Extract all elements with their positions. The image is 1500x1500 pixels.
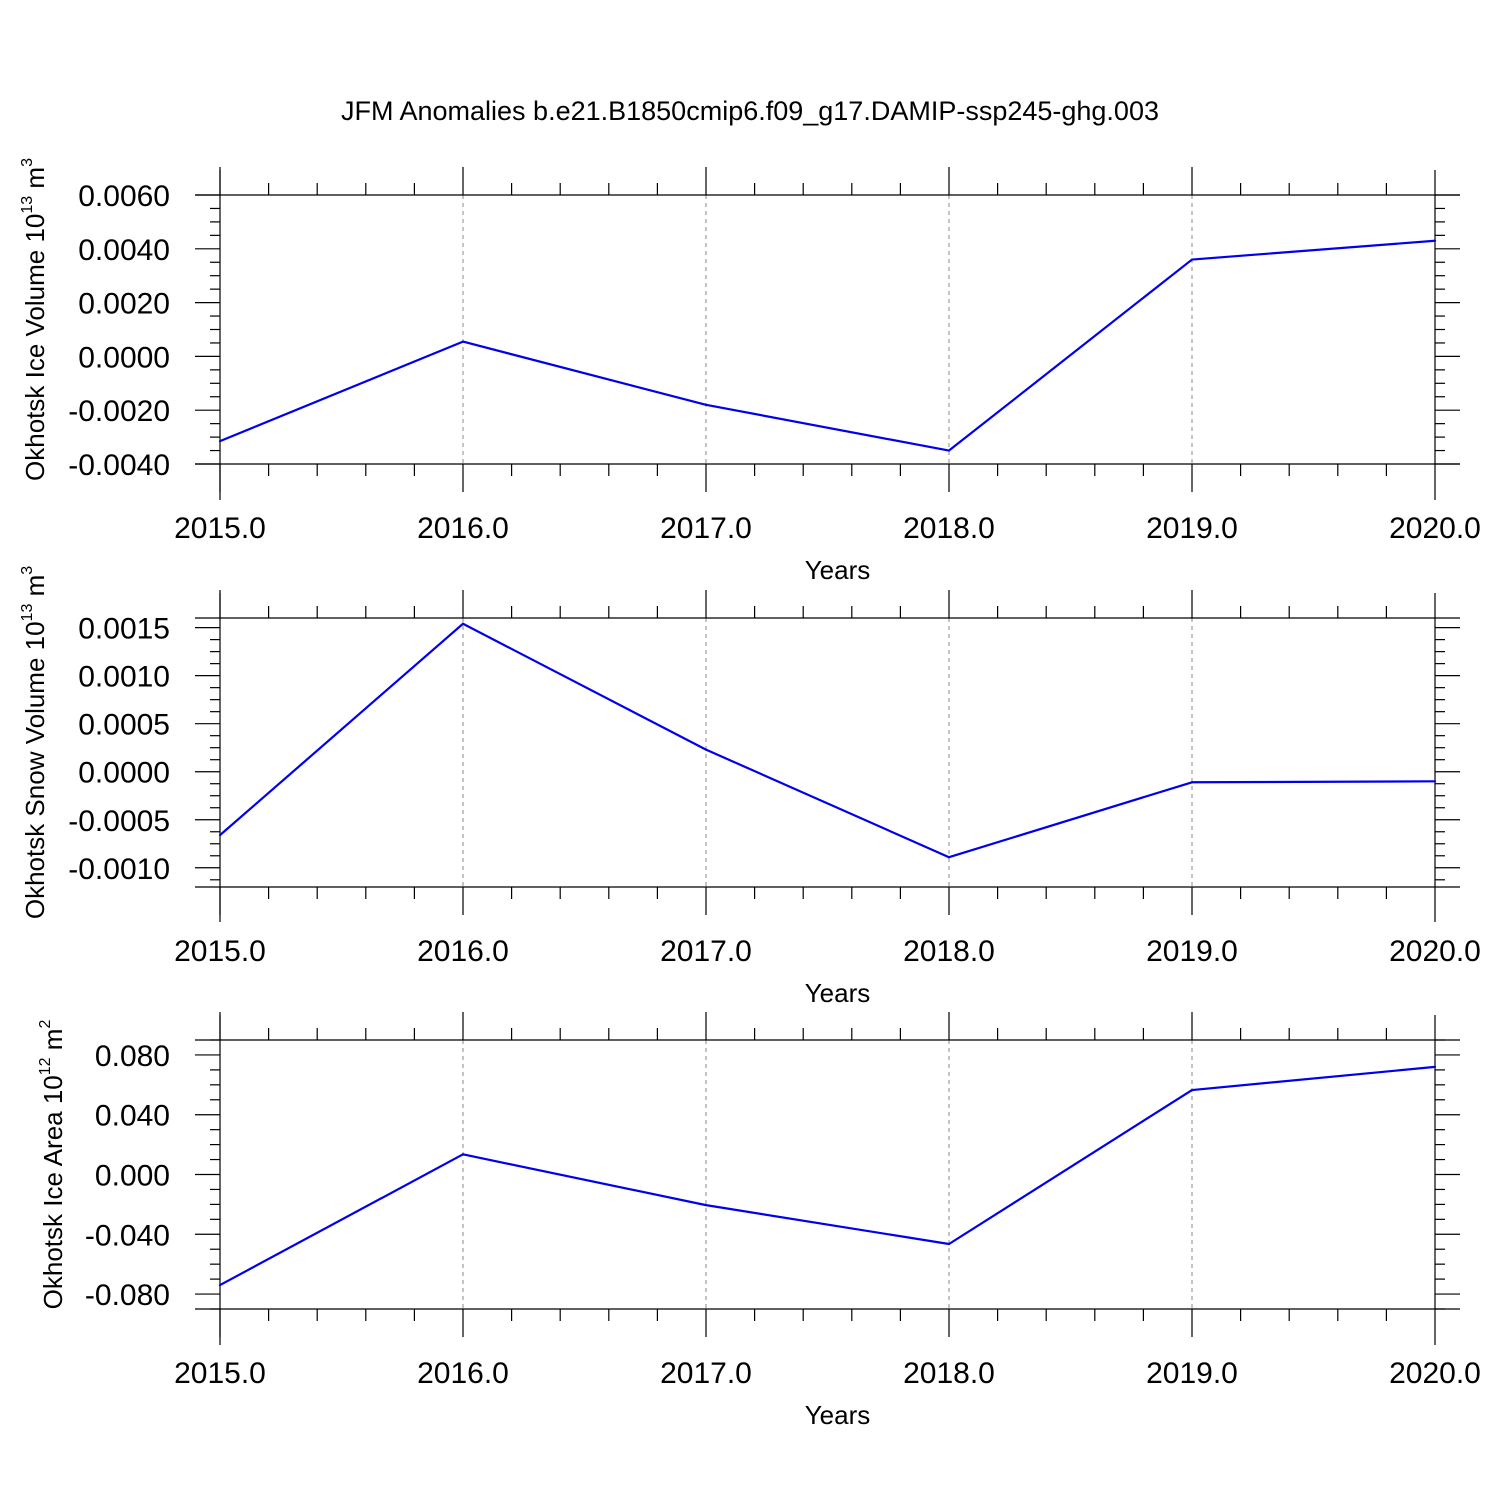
y-tick-label: 0.0000: [78, 757, 170, 790]
y-tick-label: -0.040: [85, 1219, 170, 1252]
data-point: [1190, 258, 1194, 261]
data-point: [218, 834, 222, 837]
data-point: [1433, 239, 1437, 242]
x-tick-label: 2015.0: [174, 935, 266, 968]
data-point: [461, 340, 465, 343]
x-axis-label: Years: [805, 1400, 871, 1430]
x-tick-label: 2015.0: [174, 1357, 266, 1390]
y-tick-label: 0.080: [95, 1040, 170, 1073]
chart-panels: 2015.0 2016.0 2017.0 2018.0 2019.0 2020.0 -0.0…: [19, 158, 1481, 1430]
x-tick-label: 2017.0: [660, 512, 752, 545]
data-point: [947, 449, 951, 452]
y-tick-label: 0.0020: [78, 288, 170, 321]
data-point: [1433, 780, 1437, 783]
x-tick-label: 2017.0: [660, 935, 752, 968]
x-tick-label: 2018.0: [903, 512, 995, 545]
data-point: [1190, 781, 1194, 784]
y-tick-label: 0.0000: [78, 341, 170, 374]
y-tick-label: 0.0015: [78, 613, 170, 646]
y-axis-label: Okhotsk Snow Volume 1013 m3: [19, 566, 50, 919]
x-tick-label: 2019.0: [1146, 1357, 1238, 1390]
chart-panel-3: 2015.0 2016.0 2017.0 2018.0 2019.0 2020.0 -0.0…: [37, 1012, 1481, 1430]
x-tick-label: 2018.0: [903, 935, 995, 968]
data-point: [947, 1242, 951, 1246]
data-point: [947, 856, 951, 859]
x-tick-label: 2017.0: [660, 1357, 752, 1390]
data-point: [218, 440, 222, 443]
x-tick-label: 2020.0: [1389, 1357, 1481, 1390]
y-tick-label: 0.0040: [78, 234, 170, 267]
y-tick-label: 0.0005: [78, 709, 170, 742]
chart-panel-1: 2015.0 2016.0 2017.0 2018.0 2019.0 2020.0 -0.0…: [19, 158, 1481, 585]
x-tick-label: 2020.0: [1389, 512, 1481, 545]
y-tick-label: -0.0005: [68, 805, 170, 838]
y-tick-label: -0.0020: [68, 395, 170, 428]
x-tick-label: 2015.0: [174, 512, 266, 545]
data-point: [1190, 1088, 1194, 1092]
x-tick-label: 2020.0: [1389, 935, 1481, 968]
x-tick-label: 2019.0: [1146, 512, 1238, 545]
x-tick-label: 2016.0: [417, 512, 509, 545]
y-tick-label: 0.040: [95, 1100, 170, 1133]
y-tick-label: 0.0060: [78, 180, 170, 213]
data-point: [704, 1204, 708, 1207]
data-point: [461, 622, 465, 625]
figure-title: JFM Anomalies b.e21.B1850cmip6.f09_g17.D…: [341, 96, 1159, 126]
series-line: [219, 622, 1436, 859]
data-point: [704, 403, 708, 406]
data-point: [218, 1283, 222, 1287]
x-tick-label: 2016.0: [417, 935, 509, 968]
data-point: [1433, 1065, 1437, 1068]
y-axis-label: Okhotsk Ice Volume 1013 m3: [19, 158, 50, 481]
series-line: [219, 1065, 1436, 1287]
chart-panel-2: 2015.0 2016.0 2017.0 2018.0 2019.0 2020.0 -0.0…: [19, 566, 1481, 1008]
x-axis-label: Years: [805, 555, 871, 585]
x-tick-label: 2019.0: [1146, 935, 1238, 968]
y-tick-label: -0.080: [85, 1279, 170, 1312]
data-point: [461, 1153, 465, 1156]
y-tick-label: 0.000: [95, 1160, 170, 1193]
series-line: [219, 239, 1436, 452]
x-tick-label: 2018.0: [903, 1357, 995, 1390]
y-tick-label: -0.0010: [68, 853, 170, 886]
y-tick-label: 0.0010: [78, 661, 170, 694]
x-tick-label: 2016.0: [417, 1357, 509, 1390]
x-axis-label: Years: [805, 978, 871, 1008]
data-point: [704, 748, 708, 751]
y-tick-label: -0.0040: [68, 449, 170, 482]
y-axis-label: Okhotsk Ice Area 1012 m2: [37, 1020, 68, 1310]
